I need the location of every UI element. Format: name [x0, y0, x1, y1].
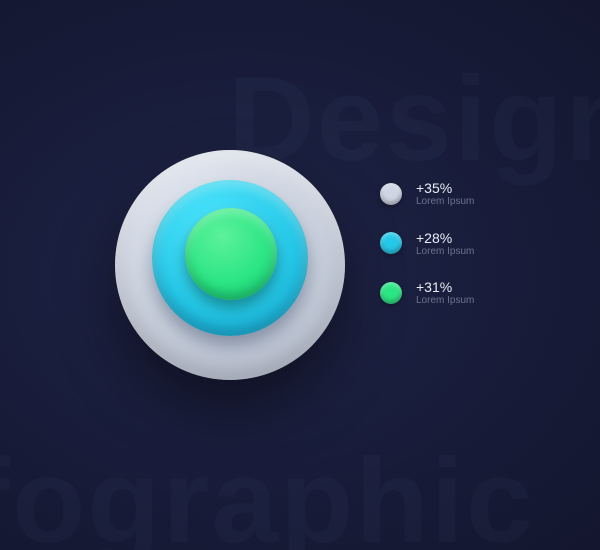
- legend-swatch-icon: [380, 282, 402, 304]
- legend: +35% Lorem Ipsum +28% Lorem Ipsum +31% L…: [380, 180, 474, 307]
- concentric-disc-chart: [115, 150, 345, 380]
- ring-inner: [185, 208, 277, 300]
- legend-swatch-icon: [380, 232, 402, 254]
- legend-value: +28%: [416, 230, 474, 246]
- infographic-stage: Design fographic +35% Lorem Ipsum +28% L…: [0, 0, 600, 550]
- legend-item: +35% Lorem Ipsum: [380, 180, 474, 208]
- legend-text: +28% Lorem Ipsum: [416, 230, 474, 258]
- legend-value: +31%: [416, 279, 474, 295]
- legend-subtext: Lorem Ipsum: [416, 196, 474, 208]
- legend-subtext: Lorem Ipsum: [416, 246, 474, 258]
- legend-text: +31% Lorem Ipsum: [416, 279, 474, 307]
- legend-value: +35%: [416, 180, 474, 196]
- legend-subtext: Lorem Ipsum: [416, 295, 474, 307]
- legend-item: +31% Lorem Ipsum: [380, 279, 474, 307]
- background-word-bottom: fographic: [0, 432, 535, 550]
- legend-swatch-icon: [380, 183, 402, 205]
- legend-text: +35% Lorem Ipsum: [416, 180, 474, 208]
- legend-item: +28% Lorem Ipsum: [380, 230, 474, 258]
